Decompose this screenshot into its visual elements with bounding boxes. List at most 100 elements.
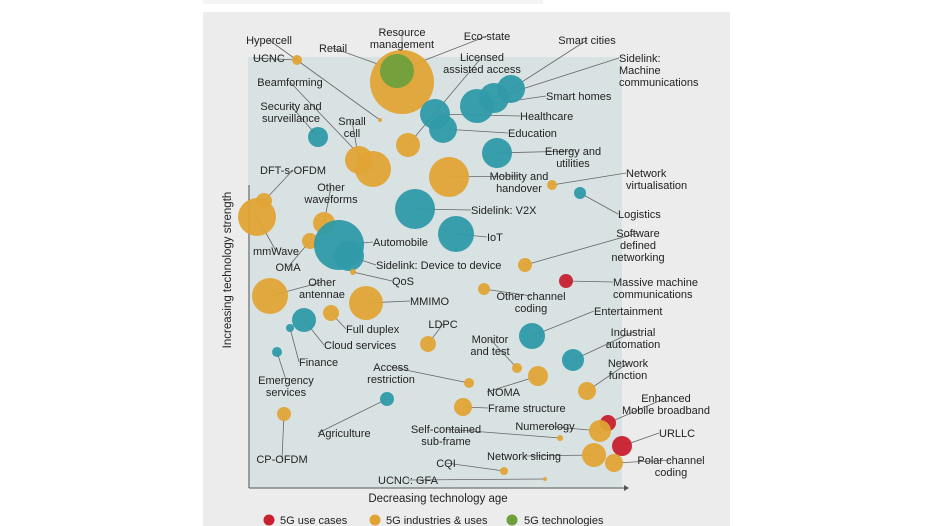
label-finance: Finance (299, 357, 338, 369)
label-smart-homes: Smart homes (546, 91, 612, 103)
bubble-retail (380, 54, 414, 88)
bubble-industrial-automation (562, 349, 584, 371)
bubble-energy-and-utilities (482, 138, 512, 168)
label-energy-and-utilities: Energy and utilities (545, 146, 601, 170)
legend-label-use-cases: 5G use cases (280, 515, 348, 526)
bubble-other-antennae (252, 278, 288, 314)
label-self-contained-sub-frame: Self-contained sub-frame (411, 424, 481, 448)
label-massive-machine-communications: Massive machine communications (613, 277, 698, 301)
label-numerology: Numerology (515, 421, 575, 433)
bubble-iot (438, 216, 474, 252)
bubble-noma (528, 366, 548, 386)
label-retail: Retail (319, 43, 347, 55)
label-polar-channel-coding: Polar channel coding (637, 455, 704, 479)
bubble-access-restriction (464, 378, 474, 388)
leader-licensed-assisted-access (407, 56, 483, 146)
x-axis-title: Decreasing technology age (368, 493, 507, 505)
label-hypercell: Hypercell (246, 35, 292, 47)
label-agriculture: Agriculture (318, 428, 371, 440)
label-cp-ofdm: CP-OFDM (256, 454, 307, 466)
bubble-logistics (574, 187, 586, 199)
label-other-waveforms: Other waveforms (303, 182, 358, 206)
label-mmwave: mmWave (253, 246, 299, 258)
label-ucnc: UCNC (253, 53, 285, 65)
label-emergency-services: Emergency services (258, 375, 314, 399)
leader-polar-channel-coding (613, 459, 672, 464)
leader-other-channel-coding (483, 288, 532, 297)
label-cqi: CQI (436, 458, 456, 470)
bubble-entertainment (519, 323, 545, 349)
x-axis-arrow (624, 485, 629, 491)
leader-smart-cities (510, 39, 588, 90)
label-automobile: Automobile (373, 237, 428, 249)
leader-software-defined-networking (524, 232, 639, 266)
bubble-self-contained-sub-frame (557, 435, 563, 441)
bubble-numerology (589, 420, 611, 442)
bubble-security-and-surveillance (308, 127, 328, 147)
label-cloud-services: Cloud services (324, 340, 397, 352)
leader-cp-ofdm (281, 413, 285, 460)
leader-massive-machine-communications (565, 280, 614, 283)
label-education: Education (508, 128, 557, 140)
bubble-sidelink-device-to-device (334, 241, 364, 271)
label-iot: IoT (487, 232, 503, 244)
bubble-other-channel-coding (478, 283, 490, 295)
label-licensed-assisted-access: Licensed assisted access (443, 52, 521, 76)
label-full-duplex: Full duplex (346, 324, 400, 336)
label-noma: NOMA (487, 387, 521, 399)
label-other-antennae: Other antennae (299, 277, 345, 301)
leader-hypercell (268, 39, 381, 121)
bubble-mmimo (349, 286, 383, 320)
bubble-network-virtualisation (547, 180, 557, 190)
legend-swatch-use-cases (263, 514, 275, 526)
label-industrial-automation: Industrial automation (606, 327, 660, 351)
bubble-cqi (500, 467, 508, 475)
label-network-virtualisation: Network virtualisation (626, 168, 687, 192)
label-frame-structure: Frame structure (488, 403, 566, 415)
bubble-network-function (578, 382, 596, 400)
bubble-mmwave (238, 198, 276, 236)
bubble-monitor-and-test (512, 363, 522, 373)
bubble-qos (350, 269, 356, 275)
label-network-function: Network function (608, 358, 649, 382)
leader-logistics (579, 192, 619, 215)
legend: 5G use cases 5G industries & uses 5G tec… (263, 514, 604, 526)
bubble-ldpc (420, 336, 436, 352)
bubble-agriculture (380, 392, 394, 406)
legend-label-industries: 5G industries & uses (386, 515, 488, 526)
label-resource-management: Resource management (370, 27, 434, 51)
label-urllc: URLLC (659, 428, 695, 440)
leader-finance (289, 327, 300, 363)
y-axis-title: Increasing technology strength (222, 192, 234, 349)
bubble-urllc (612, 436, 632, 456)
bubble-sidelink-v2x (395, 189, 435, 229)
leader-lines (252, 32, 672, 481)
label-security-and-surveillance: Security and surveillance (260, 101, 321, 125)
label-sidelink-v2x: Sidelink: V2X (471, 205, 537, 217)
bubble-education (429, 115, 457, 143)
bubble-frame-structure (454, 398, 472, 416)
leader-qos (352, 271, 393, 282)
label-eco-state: Eco-state (464, 31, 510, 43)
bubble-smart-homes (460, 89, 494, 123)
label-qos: QoS (392, 276, 414, 288)
bubble-hypercell (378, 118, 382, 122)
legend-label-technologies: 5G technologies (524, 515, 604, 526)
label-logistics: Logistics (618, 209, 661, 221)
label-monitor-and-test: Monitor and test (470, 334, 509, 358)
leader-network-virtualisation (551, 172, 627, 186)
leader-cqi (445, 462, 505, 472)
bubble-network-slicing (582, 443, 606, 467)
label-ucnc-gfa: UCNC: GFA (378, 475, 439, 487)
label-dft-s-ofdm: DFT-s-OFDM (260, 165, 326, 177)
bubble-ucnc (292, 55, 302, 65)
label-sidelink-machine-communications: Sidelink: Machine communications (619, 53, 699, 89)
bubble-cp-ofdm (277, 407, 291, 421)
label-ldpc: LDPC (428, 319, 457, 331)
bubble-full-duplex (323, 305, 339, 321)
label-oma: OMA (275, 262, 301, 274)
label-entertainment: Entertainment (594, 306, 662, 318)
leader-self-contained-sub-frame (445, 428, 561, 439)
leader-industrial-automation (572, 331, 634, 361)
